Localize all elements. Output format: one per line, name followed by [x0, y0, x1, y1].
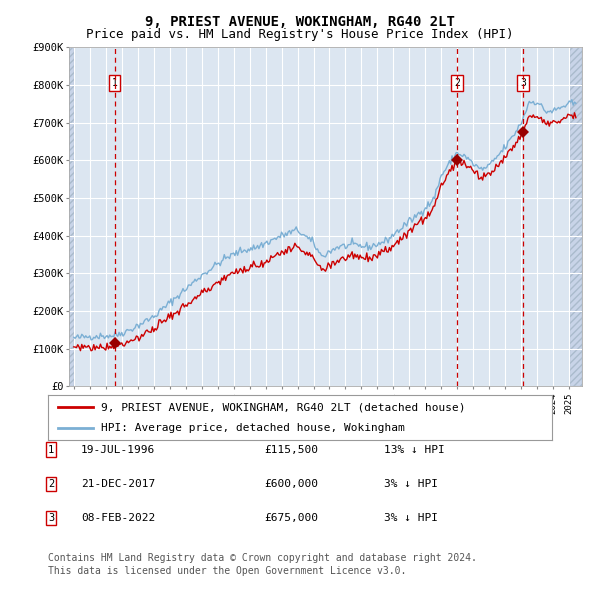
Text: Price paid vs. HM Land Registry's House Price Index (HPI): Price paid vs. HM Land Registry's House … — [86, 28, 514, 41]
Bar — [69, 47, 74, 386]
Text: 08-FEB-2022: 08-FEB-2022 — [81, 513, 155, 523]
Bar — [69, 47, 74, 386]
Text: 19-JUL-1996: 19-JUL-1996 — [81, 445, 155, 454]
Text: £675,000: £675,000 — [264, 513, 318, 523]
Text: 9, PRIEST AVENUE, WOKINGHAM, RG40 2LT: 9, PRIEST AVENUE, WOKINGHAM, RG40 2LT — [145, 15, 455, 29]
Text: This data is licensed under the Open Government Licence v3.0.: This data is licensed under the Open Gov… — [48, 566, 406, 576]
Text: 1: 1 — [112, 78, 118, 88]
Text: Contains HM Land Registry data © Crown copyright and database right 2024.: Contains HM Land Registry data © Crown c… — [48, 553, 477, 563]
Text: 9, PRIEST AVENUE, WOKINGHAM, RG40 2LT (detached house): 9, PRIEST AVENUE, WOKINGHAM, RG40 2LT (d… — [101, 402, 466, 412]
Bar — [571, 47, 582, 386]
Text: 21-DEC-2017: 21-DEC-2017 — [81, 479, 155, 489]
Text: 3% ↓ HPI: 3% ↓ HPI — [384, 479, 438, 489]
Bar — [571, 47, 582, 386]
Text: 3% ↓ HPI: 3% ↓ HPI — [384, 513, 438, 523]
Text: 2: 2 — [48, 479, 54, 489]
Text: 2: 2 — [454, 78, 460, 88]
Text: £115,500: £115,500 — [264, 445, 318, 454]
Text: 1: 1 — [48, 445, 54, 454]
Text: 3: 3 — [520, 78, 526, 88]
Text: 13% ↓ HPI: 13% ↓ HPI — [384, 445, 445, 454]
Text: HPI: Average price, detached house, Wokingham: HPI: Average price, detached house, Woki… — [101, 422, 404, 432]
Text: £600,000: £600,000 — [264, 479, 318, 489]
Text: 3: 3 — [48, 513, 54, 523]
